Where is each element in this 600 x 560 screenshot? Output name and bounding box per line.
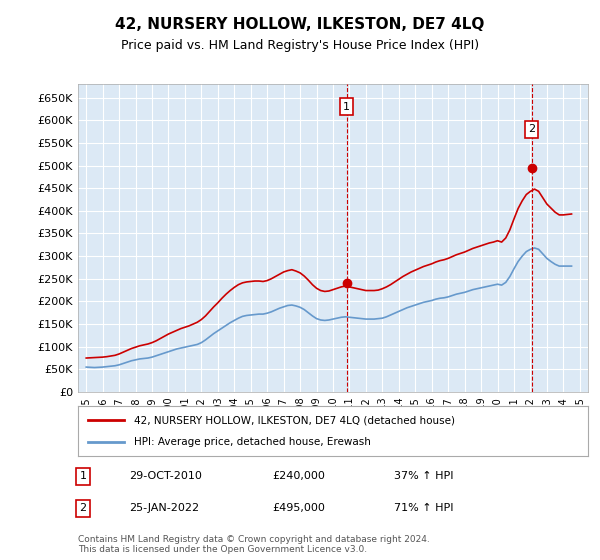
Text: HPI: Average price, detached house, Erewash: HPI: Average price, detached house, Erew… — [134, 437, 371, 447]
Text: 2: 2 — [528, 124, 535, 134]
Text: Price paid vs. HM Land Registry's House Price Index (HPI): Price paid vs. HM Land Registry's House … — [121, 39, 479, 52]
Text: 42, NURSERY HOLLOW, ILKESTON, DE7 4LQ: 42, NURSERY HOLLOW, ILKESTON, DE7 4LQ — [115, 17, 485, 32]
Text: 25-JAN-2022: 25-JAN-2022 — [129, 503, 199, 514]
Text: 42, NURSERY HOLLOW, ILKESTON, DE7 4LQ (detached house): 42, NURSERY HOLLOW, ILKESTON, DE7 4LQ (d… — [134, 415, 455, 425]
Text: 1: 1 — [80, 471, 86, 481]
Text: Contains HM Land Registry data © Crown copyright and database right 2024.
This d: Contains HM Land Registry data © Crown c… — [78, 535, 430, 554]
Text: 1: 1 — [343, 102, 350, 111]
Text: 2: 2 — [80, 503, 86, 514]
Text: £240,000: £240,000 — [272, 471, 325, 481]
Text: 71% ↑ HPI: 71% ↑ HPI — [394, 503, 454, 514]
Text: 37% ↑ HPI: 37% ↑ HPI — [394, 471, 454, 481]
Text: 29-OCT-2010: 29-OCT-2010 — [129, 471, 202, 481]
Text: £495,000: £495,000 — [272, 503, 325, 514]
